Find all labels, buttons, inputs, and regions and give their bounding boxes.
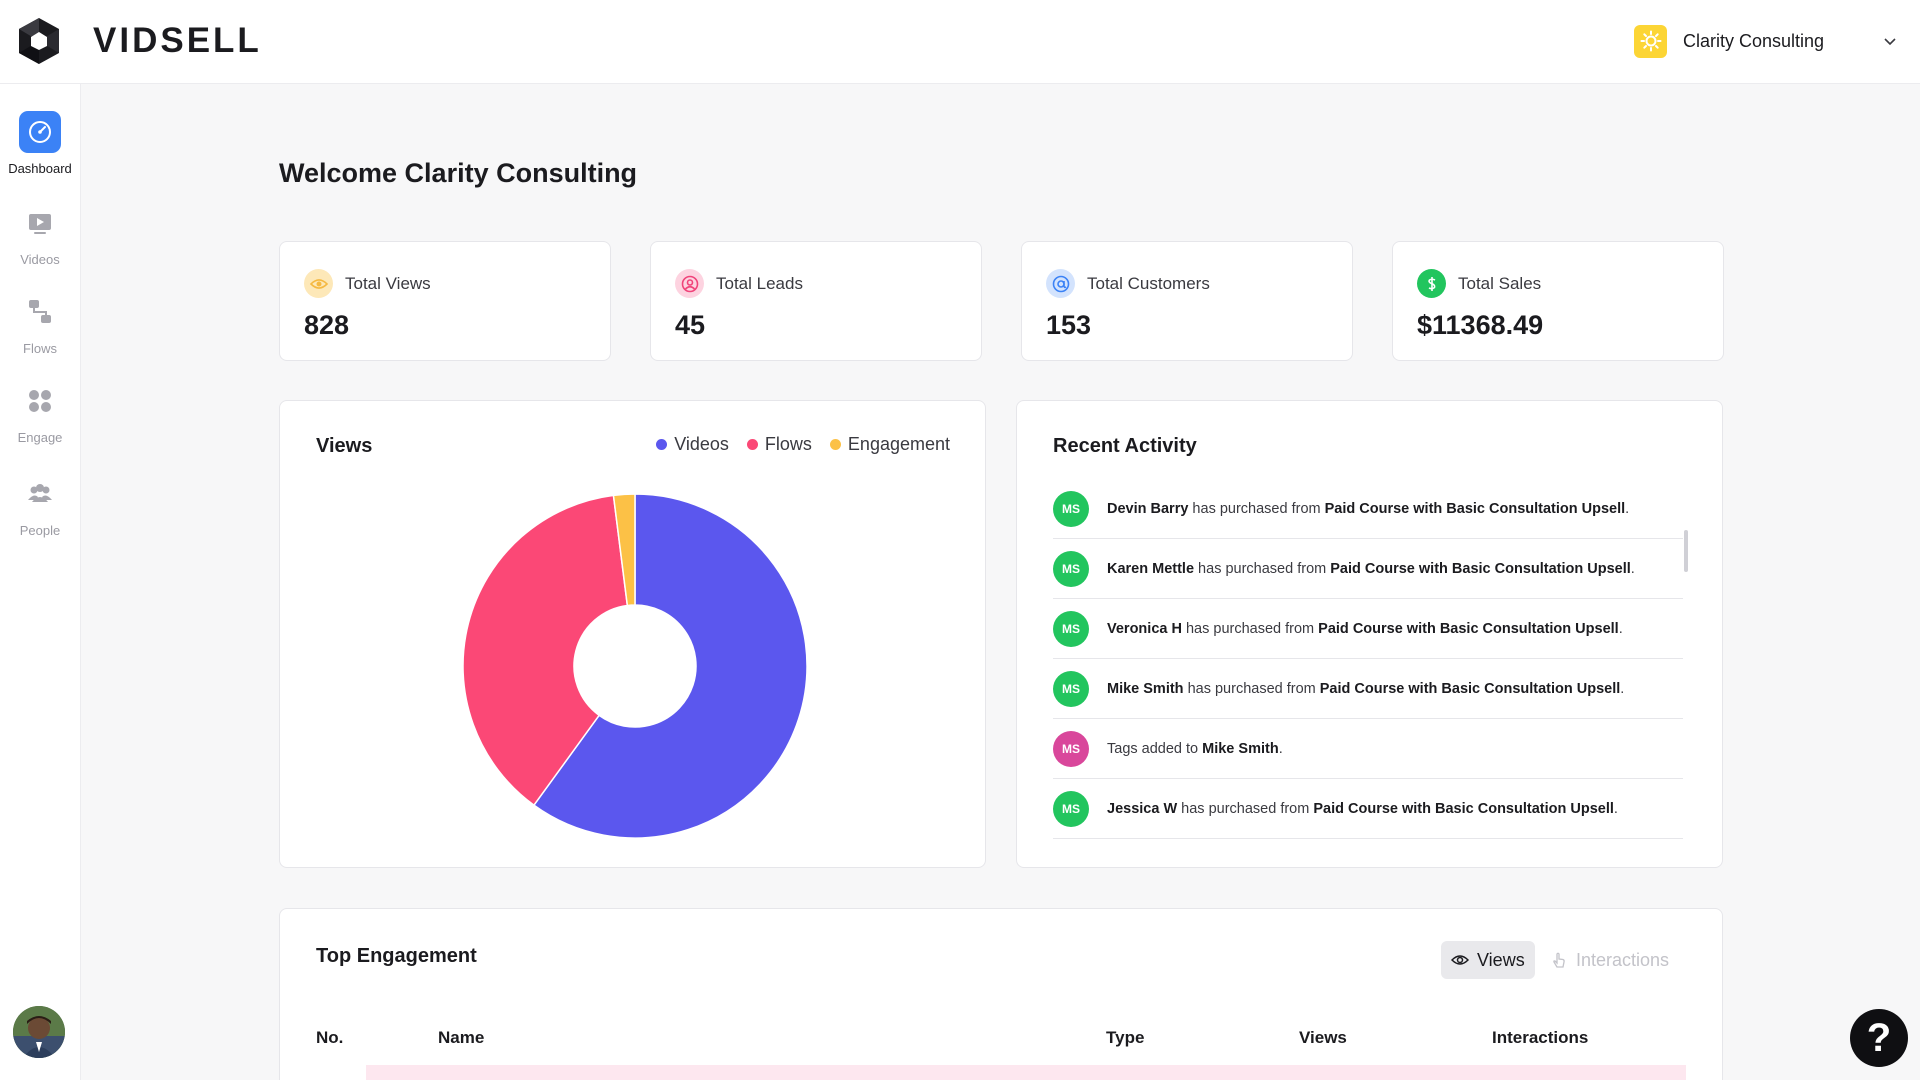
views-toggle-button[interactable]: Views	[1441, 941, 1535, 979]
legend-dot	[746, 439, 758, 450]
account-name: Clarity Consulting	[1683, 30, 1825, 51]
toggle-label: Interactions	[1576, 949, 1670, 970]
sidebar-item-videos[interactable]: Videos	[0, 202, 80, 267]
top-engagement-panel: Top Engagement	[279, 908, 1723, 1080]
people-icon	[19, 473, 61, 515]
legend-label: Videos	[674, 434, 729, 454]
views-donut-chart	[462, 493, 808, 839]
chevron-down-icon[interactable]	[1882, 33, 1898, 49]
top-header: VIDSELL Clarity Consulting	[0, 0, 1920, 84]
activity-item[interactable]: MS Tags added to Mike Smith.	[1053, 719, 1683, 779]
legend-label: Engagement	[847, 434, 950, 454]
account-switcher[interactable]: Clarity Consulting	[1634, 22, 1824, 60]
toggle-label: Views	[1477, 949, 1525, 970]
activity-text: Tags added to Mike Smith.	[1107, 740, 1283, 757]
activity-item[interactable]: MS Devin Barry has purchased from Paid C…	[1053, 479, 1683, 539]
activity-item[interactable]: MS Karen Mettle has purchased from Paid …	[1053, 539, 1683, 599]
donut-slice-flows[interactable]	[462, 494, 629, 807]
sidebar-item-people[interactable]: People	[0, 473, 80, 538]
sun-icon	[1634, 24, 1667, 58]
table-row[interactable]	[366, 1065, 1686, 1080]
stat-value: 828	[304, 310, 350, 340]
activity-avatar: MS	[1053, 490, 1089, 527]
activity-avatar: MS	[1053, 730, 1089, 767]
sidebar-item-label: People	[19, 523, 61, 538]
activity-text: Devin Barry has purchased from Paid Cour…	[1107, 500, 1630, 517]
top-engagement-title: Top Engagement	[316, 945, 477, 967]
legend-dot	[829, 439, 841, 450]
legend-dot	[656, 439, 668, 450]
column-header-type[interactable]: Type	[1106, 1028, 1145, 1047]
sidebar-item-engage[interactable]: Engage	[0, 380, 80, 445]
column-header-interactions[interactable]: Interactions	[1492, 1028, 1589, 1047]
column-header-name[interactable]: Name	[438, 1028, 485, 1047]
legend-item-flows[interactable]: Flows	[746, 434, 812, 455]
activity-scrollbar[interactable]	[1684, 530, 1688, 572]
sidebar-item-dashboard[interactable]: Dashboard	[0, 111, 80, 176]
page-title: Welcome Clarity Consulting	[279, 158, 638, 188]
activity-avatar: MS	[1053, 670, 1089, 707]
activity-item[interactable]: MS Veronica H has purchased from Paid Co…	[1053, 599, 1683, 659]
eye-icon	[1451, 955, 1469, 965]
sidebar-item-flows[interactable]: Flows	[0, 291, 80, 356]
activity-avatar: MS	[1053, 790, 1089, 827]
activity-item[interactable]: MS Jessica W has purchased from Paid Cou…	[1053, 779, 1683, 839]
activity-avatar: MS	[1053, 550, 1089, 587]
sidebar-item-label: Engage	[17, 430, 63, 445]
stat-label: Total Sales	[1458, 273, 1542, 293]
stat-label: Total Customers	[1087, 273, 1210, 293]
activity-text: Mike Smith has purchased from Paid Cours…	[1107, 680, 1625, 697]
activity-item[interactable]: MS Mike Smith has purchased from Paid Co…	[1053, 659, 1683, 719]
chart-legend: Videos Flows Engagement	[638, 434, 950, 455]
legend-label: Flows	[764, 434, 812, 454]
stat-value: $11368.49	[1417, 310, 1544, 340]
views-panel: Views Videos Flows Engagement	[279, 400, 986, 868]
stat-card-total-views: Total Views 828	[279, 241, 611, 361]
stat-label: Total Leads	[716, 273, 803, 293]
activity-text: Jessica W has purchased from Paid Course…	[1107, 800, 1618, 817]
donut-slice-engagement[interactable]	[612, 493, 636, 607]
stat-card-total-customers: Total Customers 153	[1021, 241, 1353, 361]
sidebar-item-label: Videos	[20, 252, 60, 267]
play-video-icon	[19, 202, 61, 244]
stat-card-total-leads: Total Leads 45	[650, 241, 982, 361]
activity-list: MS Devin Barry has purchased from Paid C…	[1053, 479, 1683, 839]
stat-value: 45	[675, 310, 706, 340]
speedometer-icon	[19, 111, 61, 153]
stat-card-total-sales: Total Sales $11368.49	[1392, 241, 1724, 361]
sidebar: Dashboard Videos Flows	[0, 84, 81, 1080]
at-sign-icon	[1046, 269, 1075, 298]
activity-text: Veronica H has purchased from Paid Cours…	[1107, 620, 1623, 637]
stat-label: Total Views	[345, 273, 431, 293]
column-header-no[interactable]: No.	[316, 1028, 344, 1047]
user-avatar[interactable]	[13, 1006, 65, 1058]
user-circle-icon	[675, 269, 704, 298]
brand-name: VIDSELL	[93, 21, 262, 60]
column-header-views[interactable]: Views	[1299, 1028, 1347, 1047]
dollar-icon	[1417, 269, 1446, 298]
flow-icon	[19, 291, 61, 333]
donut-slice-videos[interactable]	[532, 493, 808, 839]
grid-dots-icon	[19, 380, 61, 422]
eye-icon	[304, 269, 333, 298]
activity-text: Karen Mettle has purchased from Paid Cou…	[1107, 560, 1635, 577]
recent-activity-title: Recent Activity	[1053, 435, 1197, 457]
interactions-toggle-button[interactable]: Interactions	[1540, 941, 1679, 979]
activity-avatar: MS	[1053, 610, 1089, 647]
sidebar-item-label: Dashboard	[8, 161, 72, 176]
pointer-hand-icon	[1553, 952, 1565, 968]
legend-item-videos[interactable]: Videos	[656, 434, 729, 455]
recent-activity-panel: Recent Activity MS Devin Barry has purch…	[1016, 400, 1723, 868]
help-button[interactable]: ?	[1850, 1009, 1908, 1067]
legend-item-engagement[interactable]: Engagement	[829, 434, 950, 455]
views-title: Views	[316, 435, 373, 457]
stat-value: 153	[1046, 310, 1092, 340]
sidebar-item-label: Flows	[23, 341, 57, 356]
vidsell-logo-icon[interactable]	[16, 16, 62, 66]
